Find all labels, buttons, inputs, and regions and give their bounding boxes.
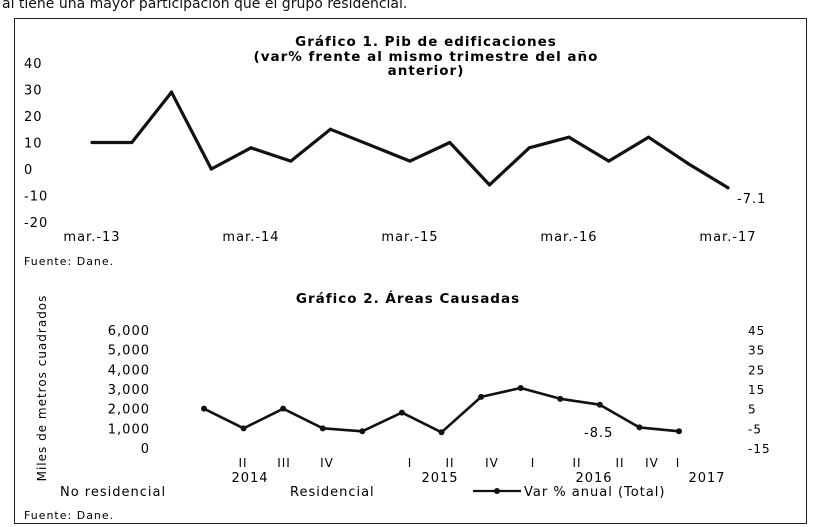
chart2-point: [676, 428, 682, 435]
chart2-y-tick: 1,000: [108, 422, 150, 437]
chart2-point: [240, 425, 247, 432]
chart1-point: [607, 159, 611, 163]
chart2-quarter-label: II: [615, 456, 624, 470]
chart2-point: [280, 405, 287, 412]
chart2-point: [319, 425, 326, 432]
chart1-last-value-label: -7.1: [737, 192, 766, 207]
chart1-x-tick: mar.-13: [63, 230, 120, 245]
chart1-subtitle-line2: anterior): [388, 63, 465, 79]
chart1-point: [209, 167, 213, 171]
chart1-point: [527, 146, 531, 150]
chart2-year-labels: 2014 2015 2016 2017: [231, 471, 725, 486]
chart1-series-line: [92, 90, 729, 190]
chart1-y-tick: 20: [24, 110, 43, 125]
chart2-y2-tick: 45: [748, 324, 765, 338]
chart1-x-tick: mar.-14: [222, 230, 279, 245]
legend-var-anual: Var % anual (Total): [524, 485, 665, 500]
chart2-y-tick: 0: [141, 442, 150, 457]
chart1-x-tick: mar.-17: [699, 230, 756, 245]
chart1-y-tick: 0: [24, 163, 33, 178]
chart2-quarter-label: IV: [485, 456, 499, 470]
chart2-quarter-label: I: [676, 456, 681, 470]
chart2-y2-tick: 5: [748, 403, 757, 417]
chart2-quarter-labels: II III IV I II IV I II II IV I: [238, 456, 681, 470]
chart2-y2-tick: 15: [748, 383, 765, 397]
chart2-point: [517, 385, 524, 392]
chart1-point: [169, 90, 174, 94]
chart2-point: [478, 393, 485, 400]
chart2-year-label: 2017: [688, 471, 725, 486]
chart2-year-label: 2016: [575, 471, 612, 486]
chart1-subtitle: (var% frente al mismo trimestre del año a…: [254, 49, 599, 79]
chart2-points: [201, 385, 682, 436]
chart1-point: [646, 135, 651, 139]
chart2-point: [398, 409, 405, 416]
chart2-point: [438, 429, 445, 436]
chart2-y2-tick: 35: [748, 344, 765, 358]
chart2-y2-tick: -5: [748, 422, 762, 436]
chart2-source: Fuente: Dane.: [24, 509, 114, 522]
chart2-point: [636, 424, 643, 431]
chart2-value-label: -8.5: [584, 426, 613, 441]
chart2-y-tick: 2,000: [108, 403, 150, 418]
chart1-y-tick: -20: [24, 216, 48, 231]
chart1-point: [328, 127, 333, 131]
chart1-points: [90, 90, 730, 190]
chart1-x-tick: mar.-16: [540, 230, 597, 245]
chart2-quarter-label: I: [531, 456, 536, 470]
chart1-point: [368, 143, 372, 147]
chart2-y-tick: 5,000: [108, 344, 150, 359]
legend-marker-swatch: [494, 488, 500, 494]
chart2-quarter-label: II: [572, 456, 581, 470]
chart1-x-axis: mar.-13 mar.-14 mar.-15 mar.-16 mar.-17: [63, 230, 756, 245]
chart1-point: [408, 159, 412, 163]
chart1-point: [686, 162, 690, 166]
chart2-y-tick: 6,000: [108, 324, 150, 339]
chart2-point: [596, 401, 603, 408]
chart2-point: [201, 405, 207, 412]
chart1-point: [726, 186, 730, 190]
chart1-subtitle-line1: (var% frente al mismo trimestre del año: [254, 49, 599, 65]
chart1-point: [90, 140, 94, 145]
chart1-point: [448, 140, 452, 145]
chart1-point: [289, 159, 293, 163]
chart2-secondary-y-axis: 45 35 25 15 5 -5 -15: [748, 324, 771, 456]
chart1-y-tick: 30: [24, 84, 43, 99]
top-paragraph-text: al tiene una mayor participación que el …: [2, 0, 408, 12]
chart2-y-axis-label: Miles de metros cuadrados: [35, 295, 49, 482]
chart1-point: [487, 183, 492, 187]
chart2-quarter-label: IV: [645, 456, 659, 470]
chart1-y-tick: -10: [24, 190, 48, 205]
chart2-title: Gráfico 2. Áreas Causadas: [296, 290, 520, 307]
chart1-source: Fuente: Dane.: [24, 255, 114, 268]
chart2-point: [359, 428, 366, 435]
chart2-quarter-label: II: [238, 456, 247, 470]
chart2-y-tick: 3,000: [108, 383, 150, 398]
chart2-y-tick: 4,000: [108, 363, 150, 378]
chart2-year-label: 2015: [421, 471, 458, 486]
chart1-x-tick: mar.-15: [381, 230, 438, 245]
chart1-point: [249, 146, 253, 150]
chart2-y2-tick: 25: [748, 363, 765, 377]
chart2-year-label: 2014: [231, 471, 268, 486]
figure-frame: [14, 18, 807, 524]
legend-no-residencial: No residencial: [60, 485, 166, 500]
chart2-quarter-label: IV: [320, 456, 334, 470]
chart1-title: Gráfico 1. Pib de edificaciones: [295, 34, 557, 50]
chart1-point: [130, 140, 134, 145]
chart2-quarter-label: I: [408, 456, 413, 470]
chart1-y-tick: 10: [24, 137, 43, 152]
legend-residencial: Residencial: [290, 485, 375, 500]
chart2-quarter-label: III: [277, 456, 291, 470]
chart1-point: [567, 135, 571, 139]
chart1-y-axis: 40 30 20 10 0 -10 -20: [24, 57, 48, 231]
chart2-y2-tick: -15: [748, 442, 771, 456]
chart2-quarter-label: II: [445, 456, 454, 470]
chart2-point: [557, 395, 564, 402]
chart1-y-tick: 40: [24, 57, 43, 72]
chart2-y-axis: 6,000 5,000 4,000 3,000 2,000 1,000 0: [108, 324, 150, 457]
